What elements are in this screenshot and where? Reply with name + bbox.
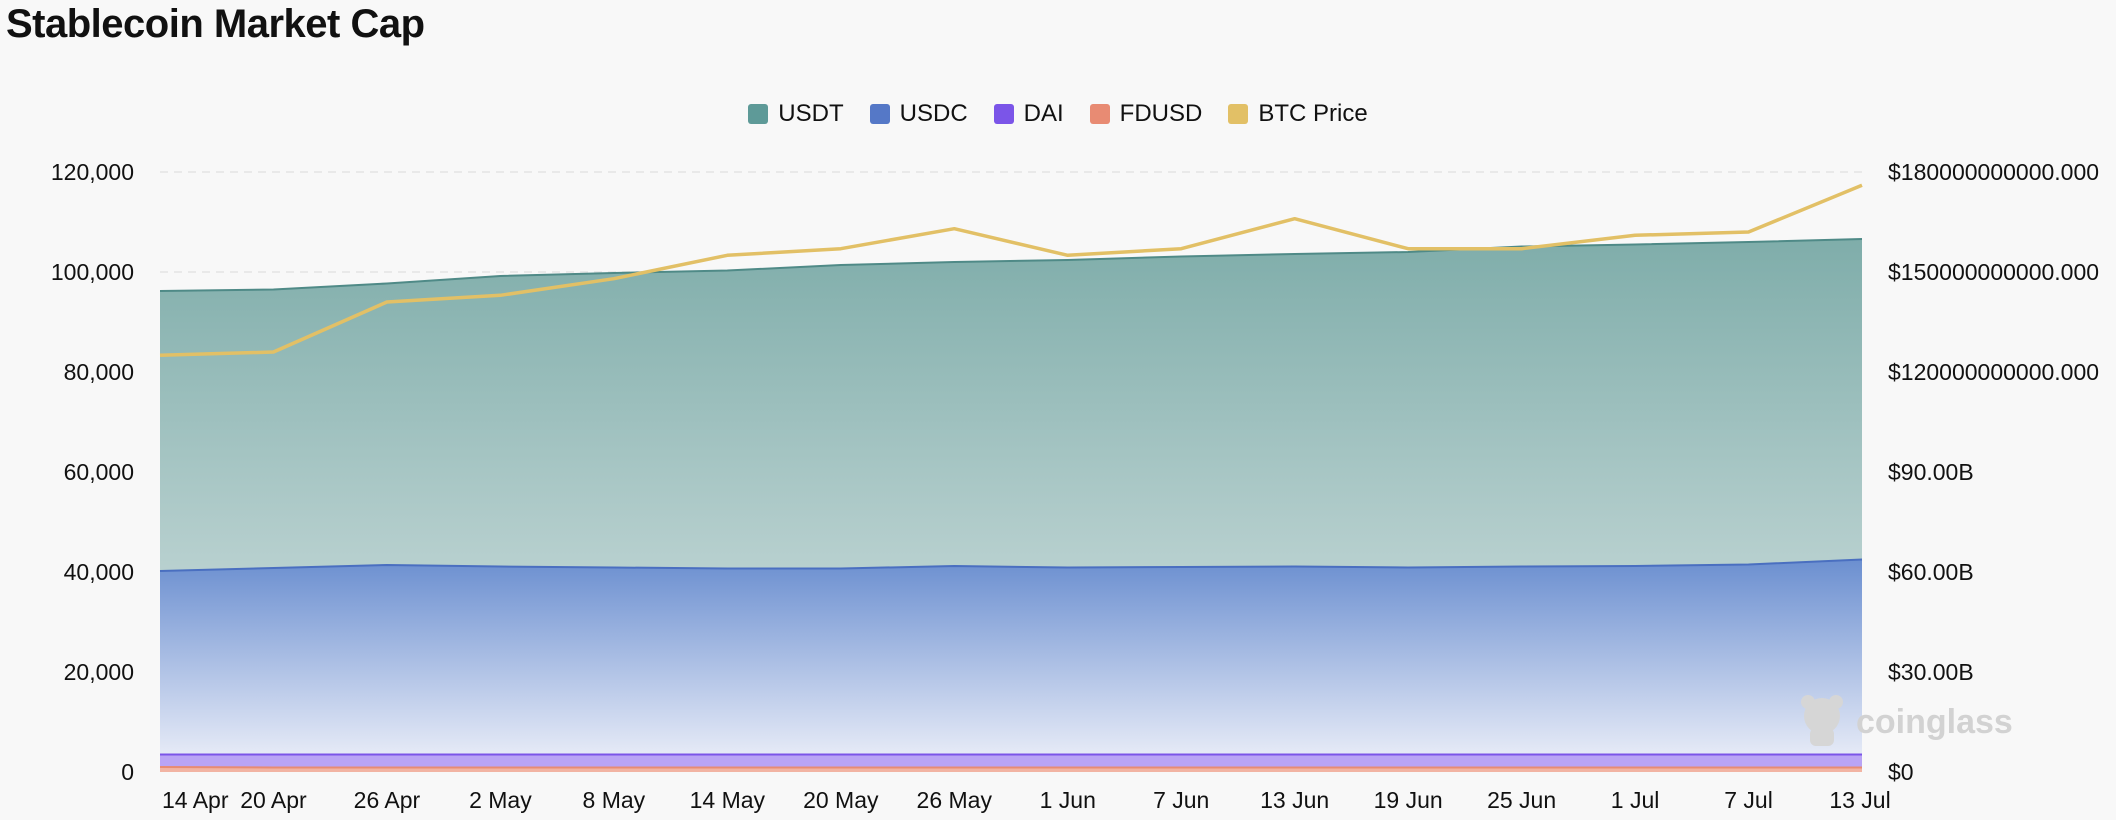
legend-swatch-fdusd: [1089, 104, 1110, 124]
page-title: Stablecoin Market Cap: [6, 2, 425, 46]
legend-item-usdt[interactable]: USDT: [748, 100, 844, 128]
area-edge-fdusd: [159, 766, 1862, 769]
legend-label-btc-price: BTC Price: [1258, 100, 1368, 127]
area-usdc[interactable]: [160, 559, 1862, 773]
x-tick-label: 14 May: [690, 787, 766, 813]
watermark: coinglass: [1801, 695, 2013, 746]
x-tick-label: 19 Jun: [1374, 787, 1443, 813]
line-series: [159, 183, 1863, 358]
x-tick-label: 20 Apr: [240, 787, 307, 813]
legend-label-usdc: USDC: [899, 100, 968, 127]
x-tick-label: 13 Jun: [1260, 787, 1329, 813]
x-tick-label: 20 May: [803, 787, 879, 813]
x-tick-label: 1 Jul: [1611, 787, 1660, 813]
legend-label-fdusd: FDUSD: [1119, 100, 1203, 127]
legend-label-dai: DAI: [1023, 100, 1064, 127]
area-edge-usdc: [159, 558, 1863, 572]
btc-price-line[interactable]: [159, 183, 1863, 358]
coinglass-logo-icon: [1801, 695, 1843, 746]
x-tick-label: 14 Apr: [162, 787, 229, 813]
right-tick-label: $120000000000.000: [1888, 359, 2099, 385]
legend-swatch-btc-price: [1228, 104, 1249, 124]
legend-item-dai[interactable]: DAI: [993, 100, 1064, 128]
x-tick-label: 1 Jun: [1040, 787, 1096, 813]
legend-swatch-dai: [993, 104, 1014, 124]
x-axis: 14 Apr 20 Apr 26 Apr 2 May 8 May 14 May 20 May…: [162, 787, 1891, 813]
area-series: [159, 238, 1863, 773]
chart-legend: USDT USDC DAI FDUSD BTC Price: [0, 100, 2116, 128]
x-tick-label: 25 Jun: [1487, 787, 1556, 813]
left-tick-label: 40,000: [64, 559, 134, 585]
x-tick-label: 26 Apr: [354, 787, 421, 813]
right-tick-label: $150000000000.000: [1888, 259, 2099, 285]
left-tick-label: 80,000: [64, 359, 134, 385]
legend-item-btc-price[interactable]: BTC Price: [1228, 100, 1368, 128]
left-tick-label: 100,000: [51, 259, 134, 285]
right-tick-label: $0: [1888, 759, 1914, 785]
left-tick-label: 120,000: [51, 159, 134, 185]
x-tick-label: 13 Jul: [1829, 787, 1890, 813]
right-tick-label: $60.00B: [1888, 559, 1974, 585]
left-tick-label: 20,000: [64, 659, 134, 685]
x-tick-label: 7 Jun: [1153, 787, 1209, 813]
area-edge-usdt: [159, 238, 1863, 292]
left-tick-label: 60,000: [64, 459, 134, 485]
legend-item-fdusd[interactable]: FDUSD: [1089, 100, 1203, 128]
legend-item-usdc[interactable]: USDC: [869, 100, 968, 128]
watermark-text: coinglass: [1856, 703, 2013, 741]
x-tick-label: 2 May: [469, 787, 532, 813]
x-tick-label: 26 May: [917, 787, 993, 813]
left-y-axis: 0 20,000 40,000 60,000 80,000 100,000 120,000: [51, 159, 134, 785]
x-tick-label: 7 Jul: [1724, 787, 1773, 813]
x-tick-label: 8 May: [583, 787, 646, 813]
right-y-axis: $0 $30.00B $60.00B $90.00B $120000000000.000…: [1888, 159, 2099, 785]
right-tick-label: $90.00B: [1888, 459, 1974, 485]
left-tick-label: 0: [121, 759, 134, 785]
legend-swatch-usdt: [748, 104, 769, 124]
right-tick-label: $30.00B: [1888, 659, 1974, 685]
right-tick-label: $180000000000.000: [1888, 159, 2099, 185]
legend-label-usdt: USDT: [778, 100, 844, 127]
legend-swatch-usdc: [869, 104, 890, 124]
